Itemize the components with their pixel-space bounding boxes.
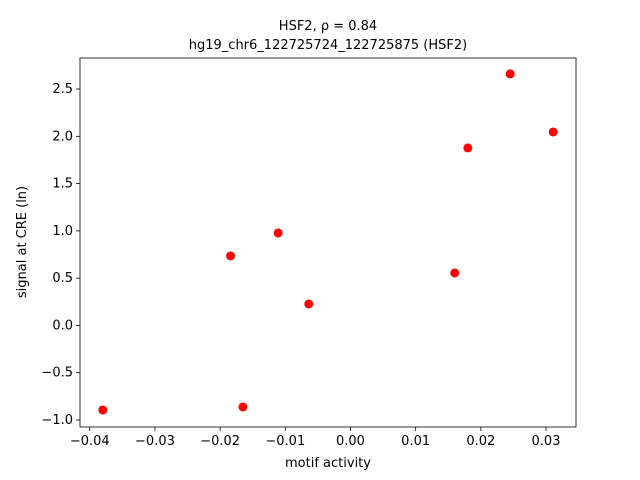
y-tick-label: 2.5 — [52, 82, 73, 97]
point — [226, 251, 236, 261]
y-tick-label: 0.0 — [52, 318, 73, 333]
x-tick-label: 0.03 — [532, 434, 561, 449]
x-tick-label: 0.02 — [466, 434, 495, 449]
y-tick-label: 2.0 — [52, 129, 73, 144]
y-axis-label: signal at CRE (ln) — [15, 186, 30, 298]
point — [505, 69, 515, 79]
point — [273, 228, 283, 238]
x-tick-label: −0.02 — [200, 434, 240, 449]
x-tick-label: −0.01 — [265, 434, 305, 449]
x-tick-label: 0.01 — [401, 434, 430, 449]
chart-title: HSF2, ρ = 0.84 — [279, 19, 377, 34]
point — [463, 143, 473, 153]
plot-frame — [79, 57, 577, 428]
y-tick-label: 0.5 — [52, 271, 73, 286]
y-tick-label: −0.5 — [41, 366, 73, 381]
x-tick-label: −0.03 — [135, 434, 175, 449]
point — [98, 405, 108, 415]
x-axis-label: motif activity — [285, 456, 371, 471]
chart-subtitle: hg19_chr6_122725724_122725875 (HSF2) — [189, 38, 467, 53]
point — [450, 268, 460, 278]
y-tick-label: −1.0 — [41, 413, 73, 428]
point — [238, 402, 248, 412]
x-tick-label: −0.04 — [70, 434, 110, 449]
point — [548, 127, 558, 137]
y-tick-label: 1.0 — [52, 224, 73, 239]
y-tick-label: 1.5 — [52, 177, 73, 192]
point — [304, 299, 314, 309]
x-tick-label: 0.00 — [336, 434, 365, 449]
